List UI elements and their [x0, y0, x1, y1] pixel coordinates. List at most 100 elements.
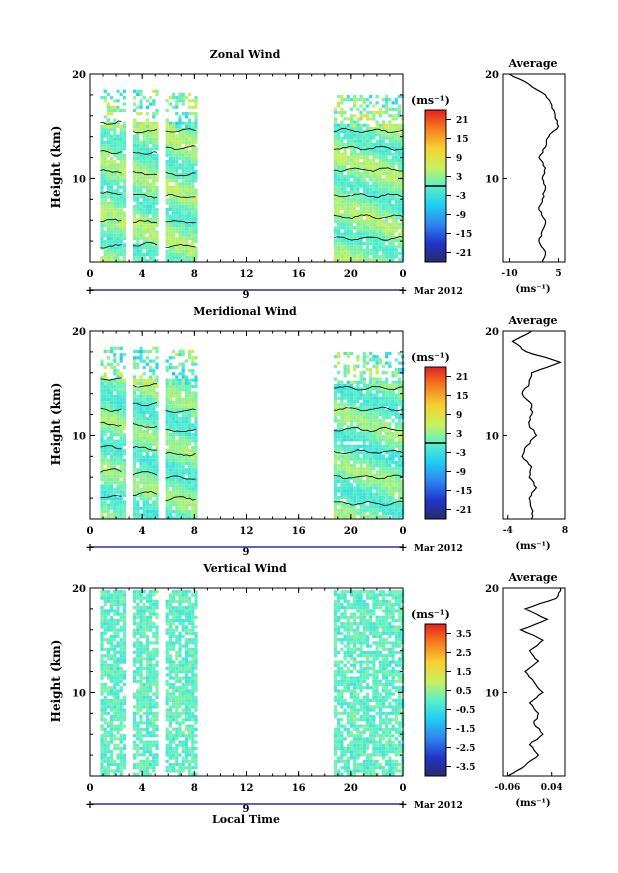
heat-cell	[381, 104, 386, 108]
heat-cell	[372, 364, 376, 368]
heat-cell	[119, 724, 123, 728]
colorbar-tick-label: 3	[456, 430, 462, 440]
heat-cell	[100, 169, 104, 173]
heat-cell	[356, 364, 360, 368]
heat-cell	[362, 479, 366, 484]
heat-cell	[106, 131, 110, 135]
heat-cell	[165, 252, 169, 256]
heat-cell	[362, 377, 366, 381]
heat-cell	[149, 153, 153, 157]
heat-cell	[188, 493, 192, 497]
x-tick-label: 0	[87, 526, 94, 537]
heat-cell	[100, 359, 104, 363]
heat-cell	[152, 256, 156, 260]
heat-cell	[391, 374, 395, 378]
heat-cell	[356, 511, 360, 516]
heat-cell	[178, 220, 182, 224]
heat-cell	[397, 483, 402, 487]
heat-cell	[337, 457, 341, 461]
heat-cell	[343, 210, 347, 214]
heat-cell	[133, 375, 137, 379]
heat-cell	[136, 176, 140, 180]
heat-cell	[394, 476, 398, 480]
heat-cell	[116, 397, 120, 402]
heat-cell	[103, 647, 107, 651]
heat-cell	[365, 232, 370, 236]
heat-cell	[340, 107, 344, 111]
heat-cell	[188, 131, 192, 135]
heat-cell	[178, 481, 182, 485]
heat-cell	[372, 187, 376, 191]
heat-cell	[362, 470, 366, 474]
heat-cell	[119, 711, 123, 715]
heat-cell	[110, 433, 114, 437]
heat-cell	[375, 226, 379, 230]
heat-cell	[359, 428, 363, 432]
heat-cell	[133, 423, 137, 427]
heat-cell	[103, 461, 107, 466]
heat-cell	[122, 137, 126, 141]
heat-cell	[343, 251, 347, 255]
heat-cell	[122, 259, 126, 263]
y-axis-label: Height (km)	[49, 126, 63, 209]
heat-cell	[119, 240, 123, 244]
heat-cell	[365, 162, 370, 166]
heat-cell	[337, 251, 341, 255]
heat-cell	[178, 227, 182, 231]
heat-cell	[184, 121, 188, 125]
heat-cell	[333, 194, 338, 198]
heat-cell	[155, 163, 159, 167]
y-tick-label: 10	[72, 174, 86, 185]
contour-line	[100, 150, 122, 155]
heat-cell	[152, 474, 156, 478]
heat-cell	[172, 246, 176, 250]
heat-cell	[103, 394, 107, 398]
colorbar-tick-label: -3	[456, 449, 466, 459]
heat-cell	[152, 439, 156, 443]
heat-cell	[116, 695, 120, 699]
heat-cell	[142, 433, 146, 437]
heat-cell	[388, 203, 392, 207]
heat-cell	[122, 474, 126, 478]
heat-cell	[165, 407, 169, 411]
heat-cell	[181, 243, 185, 247]
heat-cell	[100, 426, 104, 430]
heat-cell	[349, 383, 354, 388]
heat-cell	[165, 169, 169, 173]
heat-cell	[394, 479, 398, 484]
heat-cell	[122, 756, 126, 760]
heat-cell	[145, 179, 149, 183]
heat-cell	[372, 393, 376, 397]
heat-cell	[397, 502, 402, 506]
heat-cell	[119, 185, 123, 189]
heat-cell	[385, 476, 389, 480]
heat-cell	[175, 500, 179, 504]
heat-cell	[100, 750, 104, 754]
heat-cell	[106, 147, 110, 151]
heat-cell	[110, 506, 114, 510]
heat-cell	[165, 397, 169, 401]
heat-cell	[369, 242, 373, 246]
x-tick-label: 16	[292, 526, 306, 537]
heat-cell	[394, 460, 398, 464]
heat-cell	[172, 160, 176, 164]
heat-cell	[175, 102, 179, 106]
heat-cell	[337, 351, 341, 356]
heat-cell	[103, 727, 107, 731]
heat-cell	[119, 628, 123, 632]
heat-cell	[340, 390, 344, 394]
heat-cell	[353, 258, 357, 262]
heat-cell	[168, 243, 172, 247]
heat-cell	[378, 168, 382, 172]
heat-cell	[353, 171, 357, 175]
heat-cell	[133, 388, 137, 392]
heat-cell	[113, 166, 117, 170]
heat-cell	[365, 98, 370, 102]
heat-cell	[155, 172, 159, 177]
heat-cell	[365, 184, 370, 188]
heat-cell	[375, 444, 379, 448]
heat-cell	[375, 232, 379, 236]
heat-cell	[119, 516, 123, 520]
heat-cell	[184, 217, 188, 221]
heat-cell	[188, 105, 192, 109]
